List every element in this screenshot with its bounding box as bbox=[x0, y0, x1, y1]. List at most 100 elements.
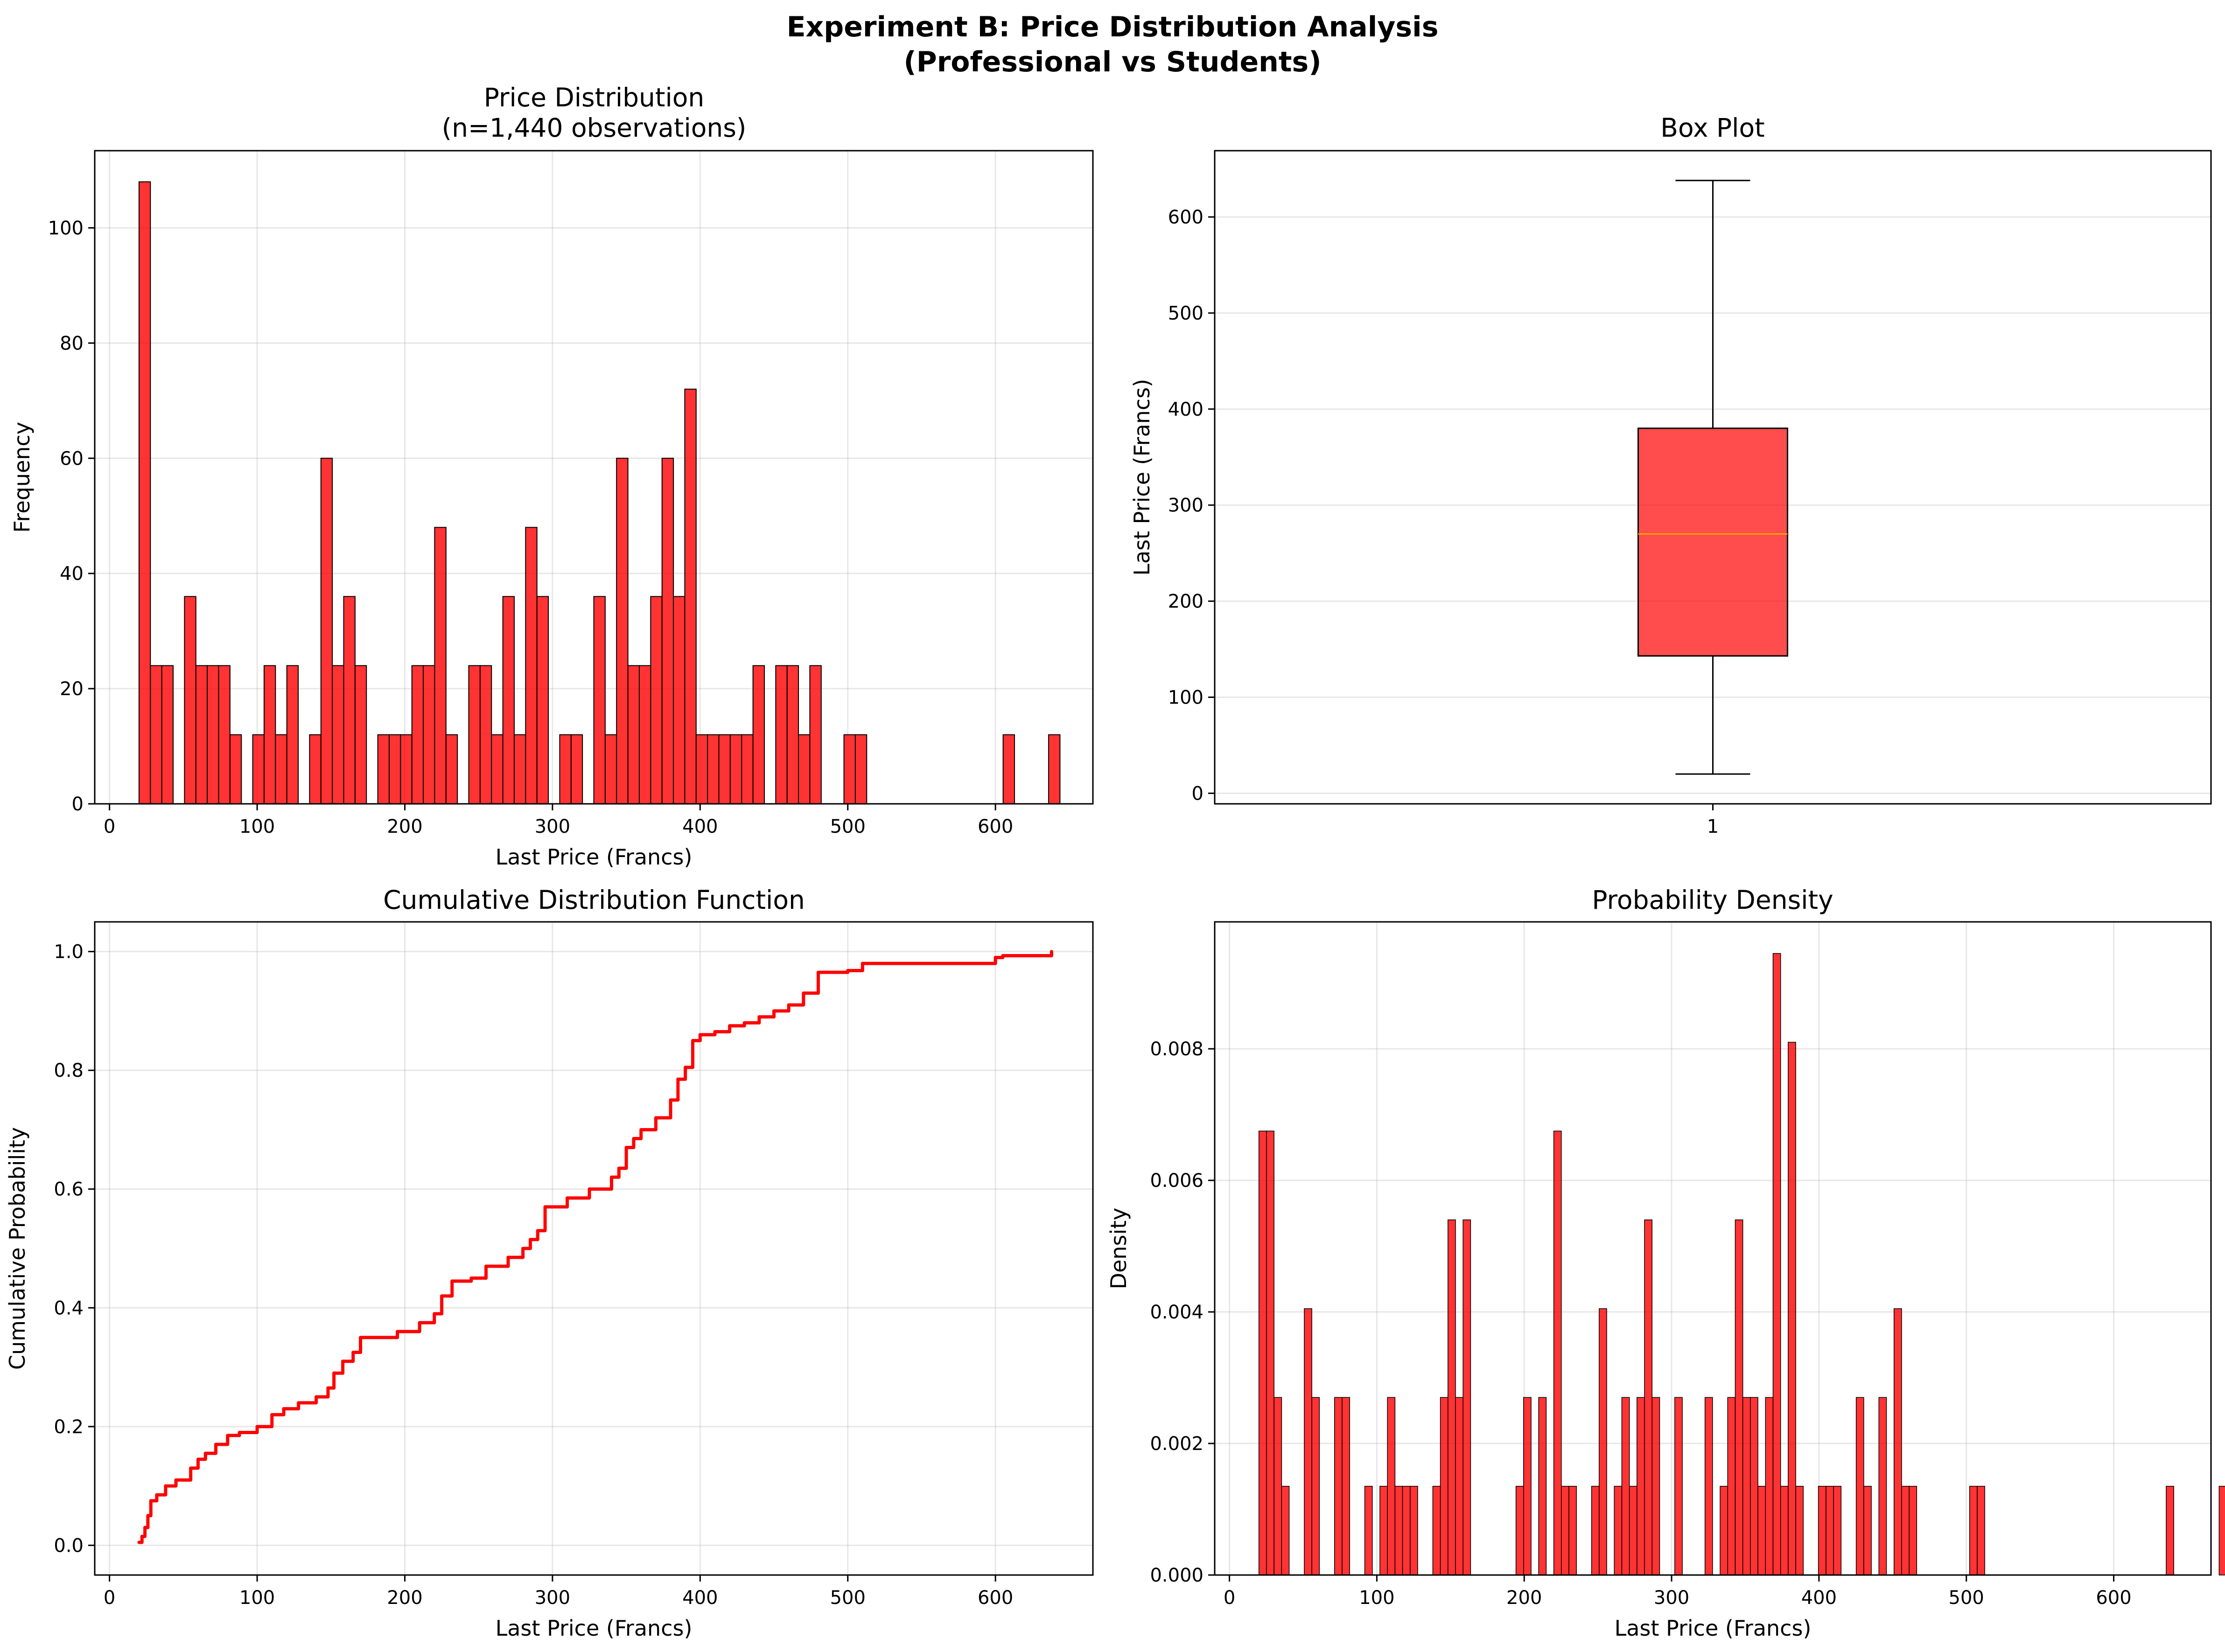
cdf-point bbox=[450, 1279, 454, 1283]
histogram-bar bbox=[593, 596, 606, 804]
density-bar bbox=[1674, 1397, 1683, 1575]
y-tick-label: 80 bbox=[60, 333, 84, 354]
histogram-bar bbox=[207, 665, 219, 805]
density-bar bbox=[1266, 1130, 1274, 1575]
cdf-point bbox=[757, 1015, 761, 1019]
figure-subtitle: (Professional vs Students) bbox=[903, 46, 1321, 78]
histogram-bar bbox=[1002, 734, 1015, 804]
density-bar bbox=[1561, 1485, 1569, 1575]
x-tick-label: 400 bbox=[1801, 1587, 1837, 1609]
y-tick-label: 600 bbox=[1168, 207, 1203, 228]
cdf-point bbox=[691, 1039, 695, 1043]
histogram-bar bbox=[718, 734, 731, 804]
density-bar bbox=[1342, 1397, 1350, 1575]
cdf-point bbox=[816, 970, 820, 974]
cdf-point bbox=[669, 1098, 672, 1102]
density-bar bbox=[1591, 1485, 1600, 1575]
y-tick-label: 300 bbox=[1168, 495, 1203, 516]
cdf-point bbox=[469, 1276, 473, 1280]
histogram-bar bbox=[616, 458, 629, 804]
y-tick-label: 100 bbox=[48, 217, 84, 239]
y-tick-label: 0.006 bbox=[1150, 1170, 1203, 1192]
density-bar bbox=[1863, 1485, 1872, 1575]
x-tick-label: 600 bbox=[2096, 1587, 2131, 1609]
x-tick-label: 200 bbox=[387, 816, 422, 837]
x-tick-label: 100 bbox=[1359, 1587, 1394, 1609]
histogram-bar bbox=[400, 734, 413, 804]
plot-frame bbox=[94, 150, 1094, 805]
density-bar bbox=[1644, 1219, 1653, 1575]
cdf-point bbox=[566, 1196, 569, 1200]
density-bar bbox=[1281, 1485, 1290, 1575]
density-bar bbox=[1704, 1397, 1713, 1575]
cdf-point bbox=[214, 1443, 217, 1446]
histogram-bar bbox=[559, 734, 572, 804]
histogram-bar bbox=[809, 665, 822, 805]
cdf-point bbox=[846, 969, 850, 972]
histogram-title: Price Distribution bbox=[484, 83, 705, 112]
cdf-point bbox=[536, 1229, 539, 1233]
cdf-point bbox=[588, 1187, 591, 1191]
histogram-bar bbox=[661, 458, 674, 804]
cdf-point bbox=[297, 1401, 301, 1405]
density-bar bbox=[1818, 1485, 1826, 1575]
cdf-point bbox=[802, 991, 805, 995]
cdf-point bbox=[742, 1021, 746, 1025]
density-bar bbox=[1621, 1397, 1630, 1575]
histogram-bar bbox=[263, 665, 276, 805]
histogram-bar bbox=[502, 596, 515, 804]
histogram-bar bbox=[741, 734, 754, 804]
density-bar bbox=[1735, 1219, 1743, 1575]
cdf-point bbox=[676, 1077, 680, 1081]
cdf-point bbox=[1050, 950, 1053, 954]
y-tick-label: 0.002 bbox=[1150, 1433, 1203, 1455]
histogram-bar bbox=[218, 665, 231, 805]
density-bar bbox=[1432, 1485, 1441, 1575]
cdf-point bbox=[861, 962, 864, 965]
histogram-bar bbox=[411, 665, 424, 805]
histogram-bar bbox=[445, 734, 458, 804]
density-bar bbox=[1410, 1485, 1418, 1575]
histogram-bar bbox=[286, 665, 299, 805]
histogram-subtitle: (n=1,440 observations) bbox=[442, 113, 747, 143]
cdf-point bbox=[149, 1499, 153, 1503]
x-tick-label: 200 bbox=[387, 1587, 422, 1609]
density-bar bbox=[1772, 953, 1781, 1575]
y-tick-label: 0.008 bbox=[1150, 1039, 1203, 1060]
density-bar bbox=[1553, 1130, 1562, 1575]
cdf-line bbox=[139, 951, 1053, 1544]
histogram-bar bbox=[570, 734, 583, 804]
cdf-title: Cumulative Distribution Function bbox=[383, 885, 805, 915]
histogram-bar bbox=[650, 596, 663, 804]
histogram-bar bbox=[354, 665, 367, 805]
density-bar bbox=[1448, 1219, 1456, 1575]
x-tick-label: 500 bbox=[830, 1587, 866, 1609]
cdf-point bbox=[787, 1003, 791, 1007]
cdf-point bbox=[617, 1166, 621, 1170]
box-plot-title: Box Plot bbox=[1660, 113, 1764, 143]
density-bar bbox=[1311, 1397, 1320, 1575]
y-tick-label: 100 bbox=[1168, 687, 1203, 708]
x-tick-label: 0 bbox=[104, 816, 115, 837]
histogram-bar bbox=[536, 596, 549, 804]
density-bar bbox=[1969, 1485, 1978, 1575]
cdf-point bbox=[315, 1395, 318, 1399]
x-tick-label: 100 bbox=[239, 816, 275, 837]
cdf-point bbox=[440, 1294, 444, 1298]
y-tick-label: 500 bbox=[1168, 303, 1203, 324]
x-tick-label: 100 bbox=[239, 1587, 275, 1609]
cdf-point bbox=[994, 955, 997, 959]
cdf-point bbox=[196, 1457, 200, 1461]
cdf-point bbox=[351, 1351, 355, 1354]
histogram-bar bbox=[684, 389, 697, 804]
density-bar bbox=[1599, 1308, 1607, 1575]
density-bar bbox=[1568, 1485, 1577, 1575]
x-tick-label: 300 bbox=[535, 1587, 570, 1609]
histogram-bar bbox=[525, 527, 538, 804]
box-plot: Box Plot 0 100 200 300 400 500 600 1 Last Price … bbox=[1129, 113, 2212, 837]
x-tick-label: 0 bbox=[1224, 1587, 1235, 1609]
density-bar bbox=[1765, 1397, 1774, 1575]
histogram-bar bbox=[195, 665, 208, 805]
density-bar bbox=[1855, 1397, 1864, 1575]
